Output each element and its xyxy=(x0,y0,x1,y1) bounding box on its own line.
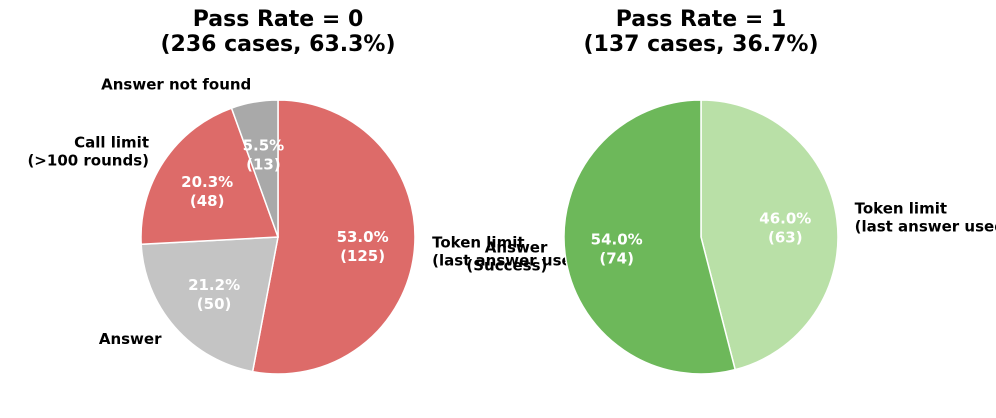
slice-category-label: Call limit xyxy=(74,133,149,151)
slice-category-label: Answer xyxy=(99,330,162,348)
pie-chart-2: Pass Rate = 1(137 cases, 36.7%) 46.0%(63)… xyxy=(466,7,996,375)
slice-count-label: (13) xyxy=(246,155,281,173)
slice-count-label: (125) xyxy=(340,247,385,265)
slice-category-label: Answer xyxy=(485,239,548,257)
slice-category-label: (last answer used) xyxy=(855,218,996,236)
chart-title-line: Pass Rate = 1 xyxy=(616,7,787,32)
slice-percent-label: 54.0% xyxy=(591,231,643,249)
pie-slice xyxy=(230,99,279,238)
pie-slice xyxy=(563,99,737,375)
pie-slice xyxy=(140,236,279,373)
chart-title-line: (236 cases, 63.3%) xyxy=(160,32,395,57)
chart-title-line: (137 cases, 36.7%) xyxy=(583,32,818,57)
slice-percent-label: 20.3% xyxy=(181,173,233,191)
chart-title-line: Pass Rate = 0 xyxy=(193,7,364,32)
slice-percent-label: 5.5% xyxy=(243,136,285,154)
slice-percent-label: 21.2% xyxy=(188,276,240,294)
slice-count-label: (50) xyxy=(197,295,232,313)
slice-category-label: (>100 rounds) xyxy=(27,151,149,169)
slice-category-label: Answer not found xyxy=(101,76,251,94)
slice-percent-label: 53.0% xyxy=(337,228,389,246)
slice-count-label: (63) xyxy=(768,228,803,246)
pie-slice xyxy=(700,99,839,371)
pie-slice xyxy=(251,99,416,375)
slice-category-label: (Success) xyxy=(466,257,547,275)
slice-category-label: (last answer used) xyxy=(432,251,589,269)
slice-percent-label: 46.0% xyxy=(759,209,811,227)
slice-category-label: Token limit xyxy=(432,233,524,251)
pie-chart-1: Pass Rate = 0(236 cases, 63.3%) 53.0%(125… xyxy=(27,7,589,375)
slice-count-label: (48) xyxy=(190,192,225,210)
slice-count-label: (74) xyxy=(599,250,634,268)
slice-category-label: Token limit xyxy=(855,200,947,218)
